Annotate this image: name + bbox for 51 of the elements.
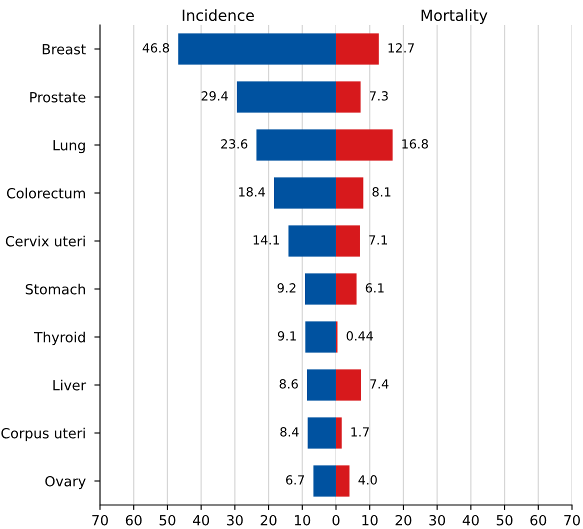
y-tick-label: Cervix uteri [6,236,85,246]
x-tick-label: 50 [496,514,512,526]
data-label: 46.8 [142,43,170,53]
data-label: 8.6 [280,379,298,389]
chart-title: Incidence [182,9,254,22]
y-tick-label: Corpus uteri [1,428,85,442]
data-label: 7.3 [370,91,388,101]
data-label: 9.1 [278,331,296,341]
data-label: 1.7 [351,427,369,436]
bar [336,33,379,65]
data-label: 16.8 [402,139,428,149]
x-tick-label: 50 [160,514,176,526]
data-label: 7.4 [370,379,388,388]
chart-title: Mortality [422,9,488,24]
data-label: 8.1 [372,187,390,197]
data-label: 18.4 [239,187,265,197]
x-tick-label: 10 [362,514,378,526]
bar [336,81,361,113]
data-label: 14.1 [254,235,279,244]
y-tick-label: Liver [53,380,86,390]
y-tick-label: Ovary [45,476,86,490]
x-tick-label: 70 [564,514,580,526]
data-label: 7.1 [369,235,387,244]
y-tick-label: Thyroid [34,332,85,346]
x-tick-label: 60 [530,514,546,526]
y-tick-label: Breast [42,44,86,54]
data-label: 23.6 [221,139,248,149]
y-tick-label: Prostate [30,92,86,102]
x-tick-label: 20 [260,514,276,526]
data-label: 9.2 [278,283,296,293]
x-tick-label: 0 [332,514,340,526]
x-tick-label: 10 [294,514,310,526]
data-label: 12.7 [388,43,414,52]
data-label: 0.44 [346,331,373,341]
data-label: 6.7 [286,475,304,485]
x-tick-label: 40 [192,514,210,526]
x-tick-label: 40 [462,514,479,526]
data-label: 6.1 [366,283,384,293]
x-tick-label: 60 [126,514,142,526]
data-label: 8.4 [280,427,299,437]
data-label: 29.4 [202,91,228,101]
y-tick-label: Colorectum [6,188,85,198]
x-tick-label: 20 [396,514,412,526]
x-tick-label: 30 [429,514,446,526]
bar [336,417,342,449]
y-tick-label: Lung [54,140,85,154]
bar [305,321,336,353]
x-tick-label: 30 [227,514,243,526]
data-label: 4.0 [358,475,377,485]
y-tick-label: Stomach [26,284,85,294]
x-tick-label: 70 [92,514,108,526]
